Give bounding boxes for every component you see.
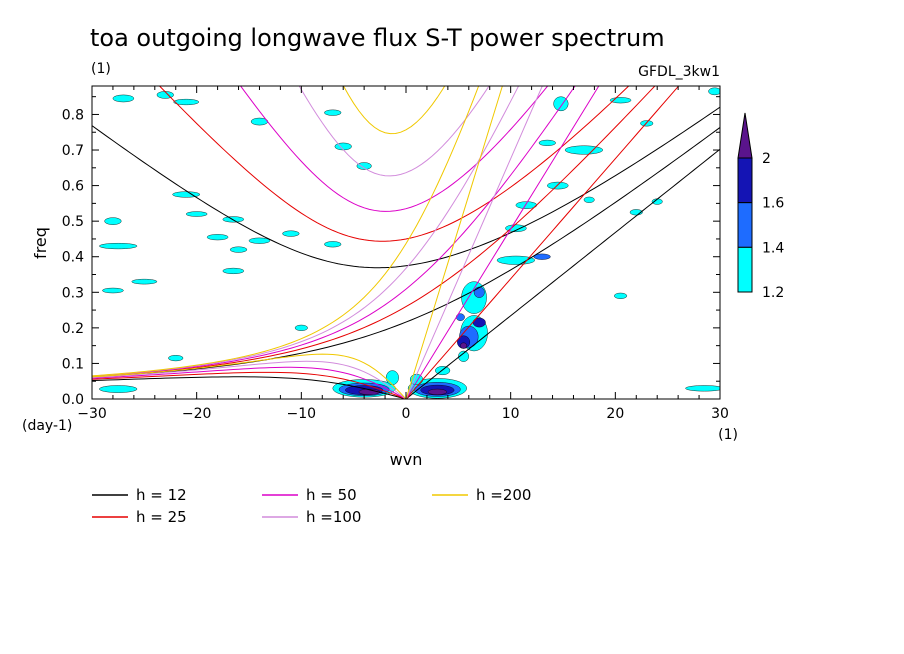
- mrg-curve-h12: [92, 127, 720, 378]
- mrg-curve-h50: [92, 86, 576, 377]
- power-blob-4: [324, 109, 342, 116]
- plot-frame: [91, 85, 721, 400]
- power-blob-45: [505, 224, 527, 233]
- y-tick-label: 0.5: [62, 214, 84, 230]
- power-blob-0: [112, 94, 135, 103]
- colorbar-segment: [737, 157, 753, 204]
- colorbar-label: 1.2: [762, 285, 784, 301]
- x-unit-label: (1): [718, 427, 738, 443]
- legend-entry: h =100: [306, 508, 361, 526]
- x-tick-label: −20: [182, 406, 212, 422]
- power-blob-21: [168, 355, 184, 362]
- rossby-curve-h200: [92, 353, 407, 399]
- colorbar-segment: [737, 202, 753, 248]
- power-blob-14: [282, 230, 300, 237]
- rossby-curve-h12: [92, 376, 407, 399]
- power-blob-58: [708, 87, 720, 96]
- power-blob-31: [427, 388, 448, 395]
- power-blob-38: [460, 342, 467, 349]
- y-tick-label: 0.0: [62, 392, 84, 408]
- kelvin-curve-h50: [405, 86, 600, 399]
- y-tick-label: 0.1: [62, 356, 84, 372]
- y-tick-label: 0.2: [62, 321, 84, 337]
- colorbar-label: 2: [762, 151, 771, 167]
- rossby-curve-h25: [92, 371, 407, 399]
- y-tick-label: 0.8: [62, 107, 84, 123]
- colorbar-label: 1.4: [762, 240, 784, 256]
- x-axis-label: wvn: [390, 450, 423, 469]
- x-tick-label: −30: [77, 406, 107, 422]
- legend: h = 12 h = 25 h = 50 h =100 h =200: [92, 486, 531, 526]
- power-blob-22: [99, 385, 138, 393]
- power-blob-9: [99, 243, 138, 250]
- x-tick-label: −10: [287, 406, 317, 422]
- power-blob-54: [583, 196, 595, 203]
- power-blob-49: [564, 145, 603, 155]
- power-blob-18: [131, 278, 158, 285]
- model-label: GFDL_3kw1: [638, 64, 720, 80]
- colorbar-arrow: [737, 112, 753, 159]
- rossby-curve-h50: [92, 366, 407, 399]
- power-blob-11: [229, 246, 248, 253]
- power-blob-13: [248, 237, 271, 244]
- chart-subtitle: (1): [91, 61, 111, 77]
- y-tick-label: 0.7: [62, 143, 84, 159]
- power-blob-10: [206, 234, 229, 241]
- mrg-curve-h200: [92, 86, 480, 377]
- power-blob-6: [186, 211, 208, 217]
- mrg-curve-h100: [92, 86, 520, 377]
- kelvin-curve-h200: [405, 86, 503, 399]
- dispersion-curves: [92, 86, 720, 399]
- ig-curve-h50: [239, 86, 549, 212]
- x-axis: −30 −20 −10 0 10 20 30: [77, 86, 729, 422]
- ig-curve-h200: [342, 86, 446, 135]
- power-blob-44: [533, 253, 551, 260]
- chart-title: toa outgoing longwave flux S-T power spe…: [90, 24, 665, 52]
- x-tick-label: 30: [711, 406, 729, 422]
- power-blob-39: [458, 350, 470, 362]
- power-blob-41: [473, 286, 485, 298]
- colorbar-label: 1.6: [762, 196, 784, 212]
- kelvin-curve-h25: [405, 86, 680, 399]
- power-blob-55: [614, 292, 628, 299]
- power-blob-47: [547, 181, 569, 190]
- kelvin-curve-h100: [405, 86, 543, 399]
- power-blob-48: [538, 139, 556, 146]
- power-blob-40: [461, 281, 487, 314]
- y-axis-label: freq: [31, 227, 50, 259]
- power-blob-8: [104, 217, 122, 225]
- power-blob-5: [172, 191, 201, 198]
- legend-entry: h = 12: [136, 486, 187, 504]
- power-blob-12: [222, 267, 244, 275]
- power-blob-2: [173, 98, 199, 106]
- power-blob-19: [102, 287, 124, 294]
- y-axis: 0.0 0.1 0.2 0.3 0.4 0.5 0.6 0.7 0.8: [62, 96, 720, 408]
- legend-entry: h = 25: [136, 508, 187, 526]
- ig-curve-h100: [298, 86, 490, 177]
- y-tick-label: 0.6: [62, 179, 84, 195]
- colorbar-segment: [737, 246, 753, 293]
- power-contours: [99, 87, 720, 399]
- y-unit-label: (day-1): [22, 418, 72, 434]
- mrg-curve-h25: [92, 86, 656, 378]
- legend-entry: h = 50: [306, 486, 357, 504]
- y-tick-label: 0.4: [62, 250, 84, 266]
- ig-curve-h25: [158, 86, 630, 242]
- legend-entry: h =200: [476, 486, 531, 504]
- colorbar: 1.2 1.4 1.6 2: [737, 112, 784, 301]
- rossby-curve-h100: [92, 360, 407, 399]
- x-tick-label: 20: [606, 406, 624, 422]
- ig-curve-h12: [92, 106, 720, 269]
- power-blob-20: [294, 324, 308, 331]
- power-blob-15: [324, 241, 342, 248]
- kelvin-curve-h12: [405, 148, 720, 399]
- x-tick-label: 10: [502, 406, 520, 422]
- power-blob-16: [334, 142, 352, 151]
- power-blob-57: [685, 385, 720, 392]
- y-tick-label: 0.3: [62, 285, 84, 301]
- x-tick-label: 0: [402, 406, 411, 422]
- power-blob-27: [385, 370, 399, 385]
- power-blob-17: [356, 162, 372, 170]
